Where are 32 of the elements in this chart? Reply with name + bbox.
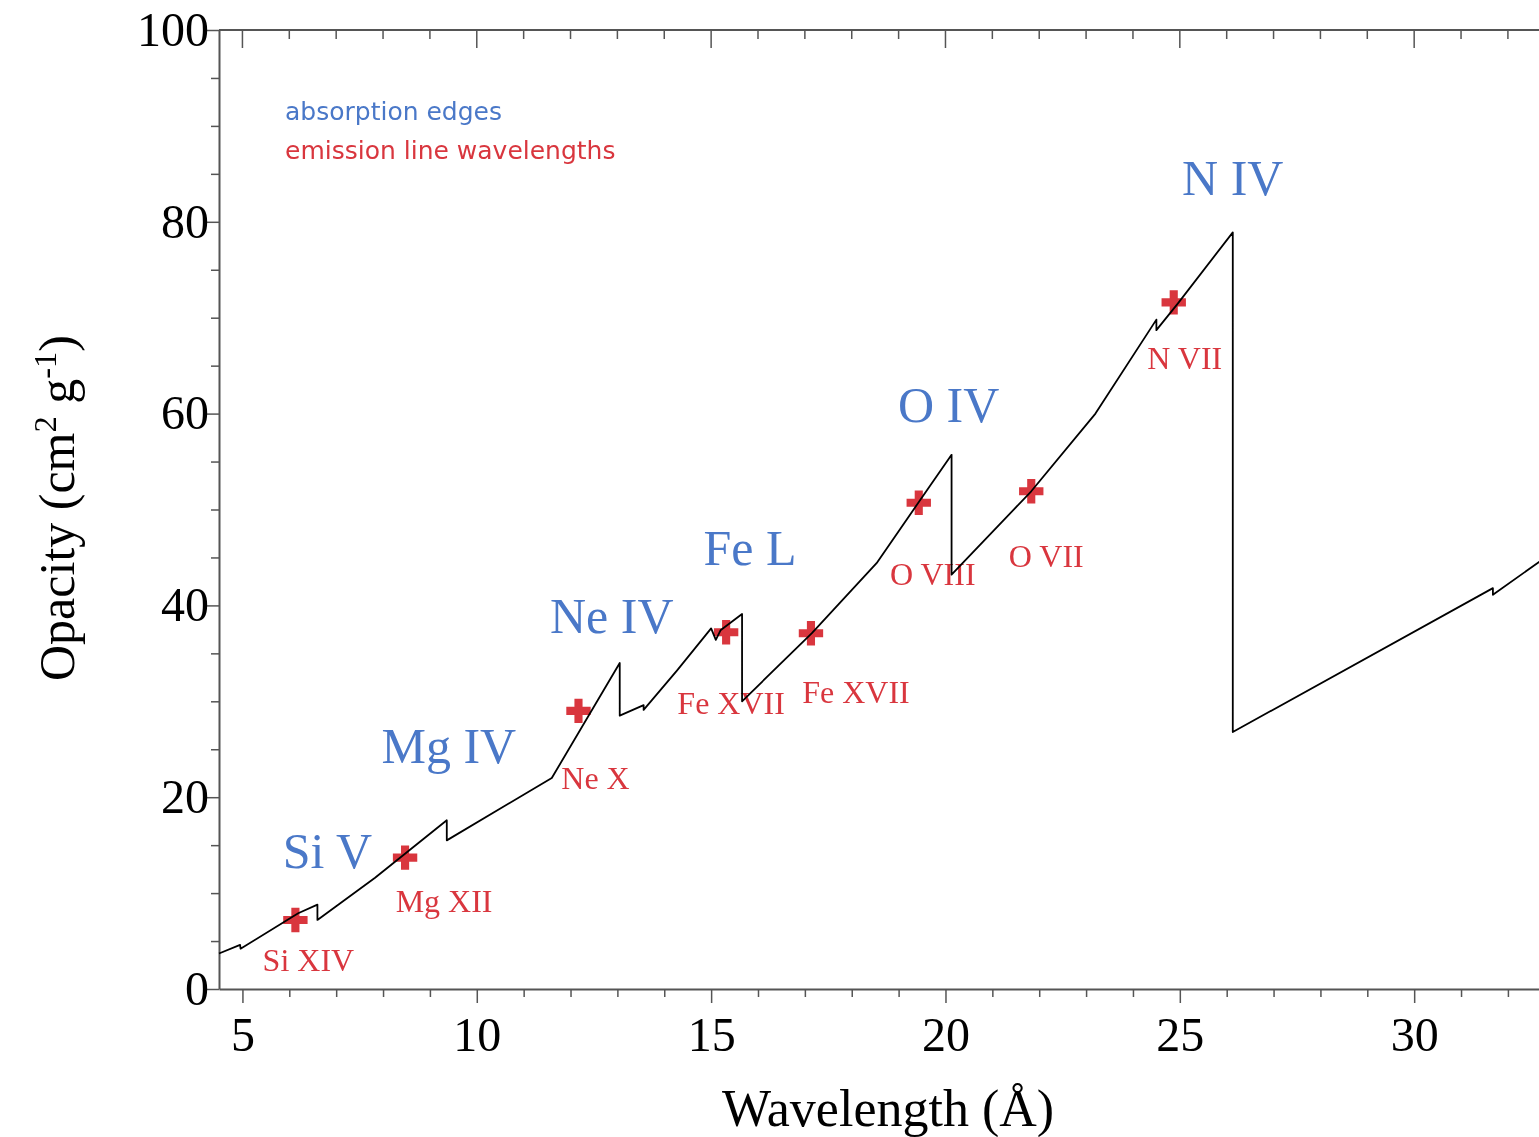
- point: [1019, 479, 1044, 504]
- text: emission line wavelengths: [285, 136, 616, 165]
- x-tick-label: 25: [1156, 1008, 1205, 1062]
- data-label: N VII: [1147, 340, 1223, 377]
- annotation: Si V: [282, 822, 373, 879]
- point: [566, 698, 591, 724]
- y-tick-label: 80: [161, 194, 209, 248]
- data-label: Si XIV: [262, 941, 355, 978]
- data-label: O VIII: [889, 555, 976, 592]
- y-tick-label: 20: [161, 770, 209, 824]
- data-label: Fe XVII: [677, 685, 785, 722]
- x-axis-title: Wavelength (Å): [721, 1080, 1055, 1137]
- y-tick-label: 40: [161, 578, 209, 632]
- annotation: Mg IV: [381, 718, 517, 775]
- data-label: Mg XII: [395, 882, 493, 919]
- y-tick-label: 100: [137, 2, 209, 56]
- annotation: O IV: [897, 376, 1000, 433]
- annotation: Fe L: [703, 520, 797, 577]
- x-tick-label: 30: [1390, 1008, 1439, 1062]
- x-tick-label: 20: [921, 1008, 970, 1062]
- annotation: Ne IV: [549, 587, 674, 644]
- y-tick-label: 0: [185, 961, 209, 1015]
- x-tick-label: 5: [230, 1008, 255, 1062]
- data-label: Fe XVII: [802, 674, 910, 711]
- annotation: N IV: [1182, 150, 1284, 207]
- annotation: absorption edges: [285, 97, 503, 126]
- data-label: Ne X: [561, 759, 630, 796]
- y-tick-label: 60: [161, 386, 209, 440]
- point: [392, 845, 418, 870]
- x-tick-label: 15: [687, 1008, 736, 1062]
- x-tick-label: 10: [453, 1008, 502, 1062]
- data-label: O VII: [1008, 538, 1084, 575]
